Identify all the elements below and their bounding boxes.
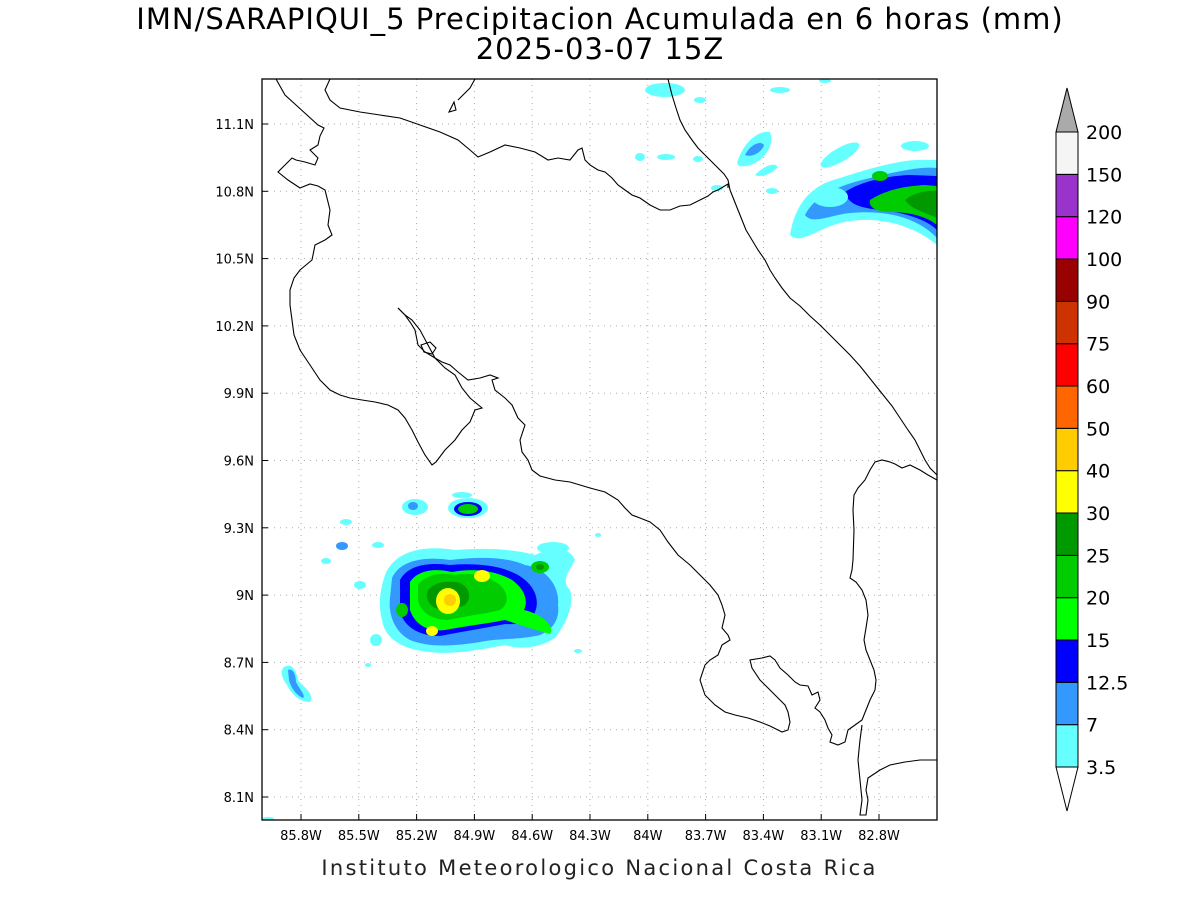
lat-tick-label: 8.7N <box>224 656 254 671</box>
lon-tick-label: 84W <box>633 829 663 844</box>
colorbar-label: 20 <box>1086 588 1110 610</box>
lon-tick-label: 84.6W <box>511 829 553 844</box>
colorbar-max-triangle <box>1055 87 1079 133</box>
colorbar-label: 40 <box>1086 461 1110 483</box>
precipitation-field <box>262 79 937 820</box>
map-title: IMN/SARAPIQUI_5 Precipitacion Acumulada … <box>136 2 1064 36</box>
map-subtitle-datetime: 2025-03-07 15Z <box>475 32 725 66</box>
colorbar-label: 15 <box>1086 630 1110 652</box>
colorbar-min-triangle <box>1055 766 1079 812</box>
colorbar-label: 90 <box>1086 291 1110 313</box>
colorbar-label: 100 <box>1086 249 1122 271</box>
lon-tick-label: 85.5W <box>338 829 380 844</box>
colorbar-label: 12.5 <box>1086 672 1128 694</box>
colorbar-band <box>1055 512 1079 556</box>
colorbar-band <box>1055 554 1079 599</box>
lon-tick-label: 85.2W <box>396 829 438 844</box>
colorbar-label: 25 <box>1086 545 1110 567</box>
colorbar-band <box>1055 343 1079 387</box>
colorbar-band <box>1055 470 1079 514</box>
lat-tick-label: 9.6N <box>224 455 254 470</box>
lat-tick-label: 10.5N <box>215 253 254 268</box>
colorbar-label: 3.5 <box>1086 757 1116 779</box>
lon-tick-label: 84.9W <box>453 829 495 844</box>
colorbar-label: 200 <box>1086 122 1122 144</box>
colorbar-band <box>1055 681 1079 726</box>
lat-tick-label: 9.9N <box>224 387 254 402</box>
lat-tick-label: 10.2N <box>215 320 254 335</box>
lat-tick-label: 10.8N <box>215 185 254 200</box>
coastline <box>275 79 937 816</box>
lat-tick-label: 8.4N <box>224 724 254 739</box>
latitude-axis: 11.1N 10.8N 10.5N 10.2N 9.9N 9.6N 9.3N 9N 8.7N 8.… <box>215 118 268 806</box>
colorbar-band <box>1055 258 1079 302</box>
footer-credit: Instituto Meteorologico Nacional Costa R… <box>321 856 878 880</box>
colorbar-band <box>1055 597 1079 641</box>
lon-tick-label: 83.7W <box>685 829 727 844</box>
lat-tick-label: 11.1N <box>215 118 254 133</box>
colorbar-label: 150 <box>1086 164 1122 186</box>
colorbar-label: 7 <box>1086 715 1098 737</box>
colorbar-label: 120 <box>1086 207 1122 229</box>
colorbar-band <box>1055 385 1079 429</box>
lon-tick-label: 83.4W <box>742 829 784 844</box>
lon-tick-label: 83.1W <box>800 829 842 844</box>
lat-tick-label: 9.3N <box>224 522 254 537</box>
colorbar-label: 75 <box>1086 334 1110 356</box>
colorbar-band <box>1055 300 1079 345</box>
lat-tick-label: 8.1N <box>224 791 254 806</box>
colorbar-band <box>1055 216 1079 260</box>
lon-tick-label: 84.3W <box>569 829 611 844</box>
colorbar-label: 60 <box>1086 376 1110 398</box>
lon-tick-label: 85.8W <box>280 829 322 844</box>
colorbar-label: 50 <box>1086 418 1110 440</box>
colorbar-label: 30 <box>1086 503 1110 525</box>
longitude-axis: 85.8W 85.5W 85.2W 84.9W 84.6W 84.3W 84W 83.7W 83… <box>280 814 900 844</box>
precipitation-colorbar: 3.5 7 12.5 15 20 25 30 40 50 60 75 90 100 120 150 200 <box>1055 87 1128 812</box>
lon-tick-label: 82.8W <box>858 829 900 844</box>
colorbar-band <box>1055 131 1079 175</box>
lat-tick-label: 9N <box>236 589 254 604</box>
colorbar-band <box>1055 427 1079 472</box>
colorbar-band <box>1055 173 1079 218</box>
colorbar-band <box>1055 724 1079 768</box>
colorbar-band <box>1055 639 1079 683</box>
map-frame <box>261 78 938 821</box>
